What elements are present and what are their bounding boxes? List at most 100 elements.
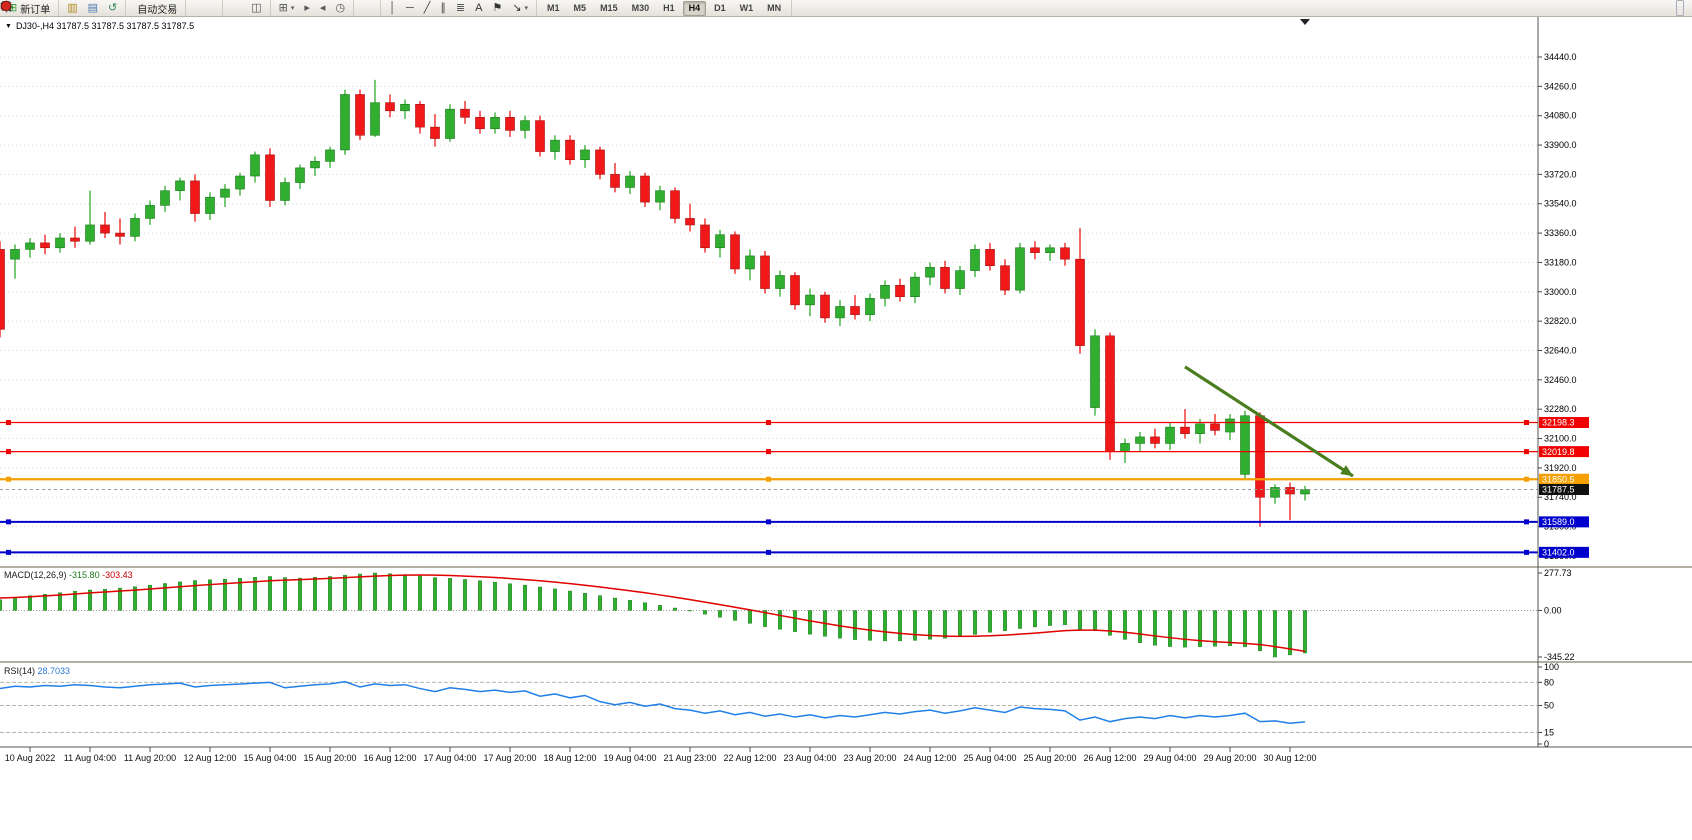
candlestick-chart-button[interactable] <box>0 0 208 16</box>
toolbar-group-orders: ⊞ 新订单 <box>0 0 60 16</box>
macd-histogram-bar <box>748 610 752 624</box>
macd-histogram-bar <box>493 581 497 611</box>
macd-histogram-bar <box>163 583 167 611</box>
price-axis-label: 33900.0 <box>1544 140 1577 150</box>
macd-histogram-bar <box>898 610 902 642</box>
price-axis-label: 33720.0 <box>1544 169 1577 179</box>
market-watch-icon: ▥ <box>67 2 78 14</box>
wrench-button[interactable] <box>0 0 1670 16</box>
channel-icon: ∥ <box>440 2 446 14</box>
trend-arrow-head <box>1340 465 1353 477</box>
candle-up <box>85 224 95 242</box>
timeframe-m15-button[interactable]: M15 <box>600 3 618 13</box>
candle-up <box>550 139 560 152</box>
new-chart-caret-icon: ▾ <box>290 5 295 12</box>
price-axis-label: 33180.0 <box>1544 257 1577 267</box>
new-chart-button[interactable]: ⊞ ▾ <box>275 0 299 16</box>
channel-button[interactable]: ∥ <box>436 0 450 16</box>
candle-down <box>985 249 995 267</box>
candle-up <box>55 237 65 249</box>
level-price-label <box>1539 417 1589 429</box>
rsi-axis-label: 0 <box>1544 739 1549 749</box>
chart-symbol-label[interactable]: ▼ DJ30-,H4 31787.5 31787.5 31787.5 31787… <box>5 21 194 31</box>
text-button[interactable]: A <box>471 0 486 16</box>
candle-down <box>760 255 770 289</box>
time-axis-label: 17 Aug 20:00 <box>483 753 536 763</box>
auto-trading-label: 自动交易 <box>137 4 178 16</box>
cursor-button[interactable] <box>3 0 366 16</box>
candle-down <box>1000 265 1010 291</box>
candle-up <box>310 161 320 169</box>
time-axis-label: 25 Aug 04:00 <box>963 753 1016 763</box>
navigator-button[interactable]: ↺ <box>104 0 121 16</box>
level-line-handle <box>6 476 11 482</box>
timeframe-m1-button[interactable]: M1 <box>547 3 560 13</box>
timeframe-h4-button[interactable]: H4 <box>682 0 707 16</box>
candle-down <box>100 224 110 234</box>
fibonacci-button[interactable]: ≣ <box>452 0 469 16</box>
macd-axis-label: 277.73 <box>1544 568 1572 578</box>
timeframe-m30-button[interactable]: M30 <box>631 3 650 13</box>
zoom-in-button[interactable] <box>1 0 235 16</box>
chart-shift-button[interactable]: ◂ <box>316 0 330 16</box>
notifications-button[interactable] <box>0 0 1684 16</box>
zoom-out-button[interactable] <box>1 0 245 16</box>
candle-down <box>1150 436 1160 444</box>
macd-histogram-bar <box>958 610 962 637</box>
macd-histogram-bar <box>1048 610 1052 626</box>
macd-histogram-bar <box>343 574 347 611</box>
rsi-axis-label: 50 <box>1544 701 1554 711</box>
time-axis-label: 22 Aug 12:00 <box>723 753 776 763</box>
toolbar-group-windows: ⊞ ▾ ▸ ◂ ◷ <box>271 0 355 16</box>
auto-scroll-button[interactable]: ▸ <box>300 0 314 16</box>
timeframe-w1-button[interactable]: W1 <box>739 3 754 13</box>
tile-windows-button[interactable]: ◫ <box>247 0 265 16</box>
macd-histogram-bar <box>433 577 437 611</box>
candle-down <box>70 237 80 242</box>
market-watch-button[interactable]: ▥ <box>63 0 81 16</box>
tile-windows-icon: ◫ <box>251 2 262 14</box>
data-window-icon: ▤ <box>87 2 99 14</box>
macd-histogram-bar <box>583 592 587 611</box>
timeframe-h1-button[interactable]: H1 <box>663 3 675 13</box>
symbol-dropdown-icon[interactable]: ▼ <box>5 22 12 30</box>
new-order-button[interactable]: ⊞ 新订单 <box>4 0 54 16</box>
crosshair-button[interactable] <box>1 0 376 16</box>
macd-histogram-bar <box>373 572 377 611</box>
macd-histogram-bar <box>478 580 482 611</box>
candle-up <box>625 175 635 188</box>
macd-histogram-bar <box>1033 610 1037 628</box>
macd-histogram-bar <box>43 594 47 611</box>
auto-trading-button[interactable]: 自动交易 <box>0 0 181 16</box>
macd-histogram-bar <box>208 579 212 611</box>
candle-down <box>685 218 695 226</box>
macd-signal-line <box>0 574 1306 653</box>
label-button[interactable]: ⚑ <box>488 0 506 16</box>
timeframe-m5-button[interactable]: M5 <box>573 3 587 13</box>
vertical-line-button[interactable]: │ <box>385 0 400 16</box>
bar-chart-button[interactable] <box>1 0 198 16</box>
macd-histogram-bar <box>283 577 287 611</box>
level-line-handle <box>766 519 771 525</box>
timeframe-mn-button[interactable]: MN <box>767 3 782 13</box>
data-window-button[interactable]: ▤ <box>84 0 102 16</box>
clock-button[interactable]: ◷ <box>331 0 349 16</box>
candle-up <box>220 188 230 198</box>
macd-histogram-bar <box>838 610 842 639</box>
arrows-button[interactable]: ↘ ▾ <box>508 0 532 16</box>
candle-down <box>505 117 515 131</box>
trend-arrow <box>1184 365 1354 478</box>
trendline-button[interactable]: ╱ <box>420 0 435 16</box>
line-chart-button[interactable] <box>0 0 218 16</box>
horizontal-line-button[interactable]: ─ <box>402 0 418 16</box>
timeframe-d1-button[interactable]: D1 <box>714 3 726 13</box>
macd-histogram-bar <box>538 586 542 611</box>
macd-histogram-bar <box>1198 610 1202 648</box>
candle-down <box>790 275 800 306</box>
price-axis-label: 34080.0 <box>1544 111 1577 121</box>
candle-down <box>1105 335 1115 452</box>
time-axis-label: 10 Aug 2022 <box>5 753 56 763</box>
macd-histogram-bar <box>913 610 917 641</box>
